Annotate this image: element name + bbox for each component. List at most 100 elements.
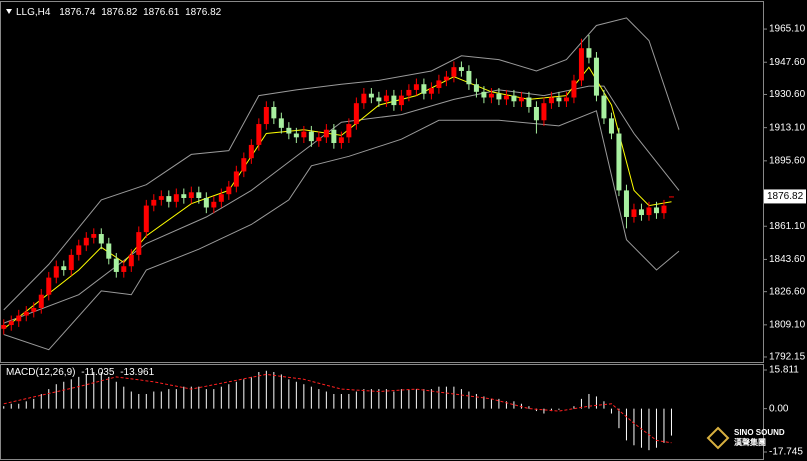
header-low: 1876.61 [143, 7, 180, 18]
candle-body [263, 106, 269, 125]
y-tick-label: 1947.60 [769, 57, 806, 68]
menu-triangle [6, 9, 12, 14]
last-price-label: 1876.82 [767, 191, 804, 202]
candle-body [466, 70, 472, 85]
candle-body [556, 97, 562, 102]
indicator-line [3, 110, 680, 351]
candle-body [586, 48, 592, 58]
symbol: LLG,H4 [16, 7, 51, 18]
candle-body [308, 131, 314, 142]
candle-body [53, 266, 59, 278]
candle-body [181, 194, 187, 198]
y-tick-label: 1965.10 [769, 24, 806, 35]
candle-body [143, 205, 149, 233]
candle-body [653, 207, 659, 214]
indicator-line [3, 373, 672, 444]
candle-body [113, 258, 119, 272]
candle-body [23, 311, 29, 316]
candle-body [98, 234, 104, 244]
candle-body [31, 307, 37, 312]
header-high: 1876.82 [101, 7, 138, 18]
candle-body [616, 133, 622, 191]
candle-body [376, 97, 382, 102]
candle-body [338, 137, 344, 144]
candle-body [383, 95, 389, 102]
candle-body [83, 237, 89, 246]
candle-body [533, 106, 539, 121]
candle-body [361, 93, 367, 104]
candle-body [608, 118, 614, 134]
y-tick-label: 1895.60 [769, 155, 806, 166]
y-tick-label: 1913.10 [769, 122, 806, 133]
candle-body [218, 194, 224, 202]
candle-body [578, 48, 584, 81]
candle-body [61, 266, 67, 271]
candle-body [166, 196, 172, 202]
y-tick-label: 1861.10 [769, 221, 806, 232]
main-frame [0, 1, 764, 363]
candle-body [301, 131, 307, 138]
candle-body [518, 97, 524, 102]
candle-body [548, 97, 554, 104]
candle-body [91, 234, 97, 238]
candle-body [233, 171, 239, 187]
candle-body [428, 88, 434, 94]
candle-body [631, 209, 637, 217]
candle-body [601, 95, 607, 119]
candle-body [278, 118, 284, 128]
candle-body [68, 254, 74, 271]
candle-body [158, 196, 164, 200]
y-tick-label: 1792.15 [769, 352, 806, 363]
candle-body [271, 106, 277, 119]
candle-body [623, 190, 629, 217]
candle-body [128, 254, 134, 267]
candle-body [421, 84, 427, 94]
candle-body [353, 103, 359, 125]
y-tick-label: 1930.60 [769, 89, 806, 100]
header-open: 1876.74 [59, 7, 96, 18]
macd-main: -11.035 [81, 367, 115, 378]
candle-body [511, 95, 517, 102]
candle-body [211, 201, 217, 208]
macd-signal: -13.961 [120, 367, 154, 378]
candle-body [196, 192, 202, 198]
candle-body [241, 158, 247, 172]
candle-body [503, 95, 509, 100]
candle-body [458, 67, 464, 71]
candle-body [541, 103, 547, 121]
symbol-header: LLG,H4 1876.74 1876.82 1876.61 1876.82 [16, 7, 222, 18]
candle-body [286, 127, 292, 134]
candle-body [413, 84, 419, 90]
candle-body [668, 196, 674, 198]
candle-body [256, 124, 262, 145]
candle-body [226, 186, 232, 195]
macd-frame [0, 364, 764, 460]
logo-name: SINO SOUND [734, 428, 785, 437]
y-tick-label: 15.811 [769, 365, 799, 376]
candle-body [1, 325, 7, 329]
candle-body [203, 197, 209, 208]
candle-body [293, 133, 299, 138]
candle-body [406, 89, 412, 96]
candle-body [316, 137, 322, 142]
candle-body [16, 315, 22, 322]
candle-body [481, 91, 487, 98]
candle-body [488, 93, 494, 98]
candle-body [173, 194, 179, 202]
candle-body [646, 207, 652, 216]
logo-subtitle: 漢聲集團 [734, 437, 766, 447]
candle-body [331, 129, 337, 144]
candle-body [8, 321, 14, 326]
last-price-box [764, 189, 806, 204]
candle-body [323, 129, 329, 138]
candle-body [436, 80, 442, 89]
candle-body [76, 245, 82, 255]
candle-body [46, 277, 52, 295]
candle-body [661, 205, 667, 214]
header-close: 1876.82 [185, 7, 222, 18]
logo-icon [706, 426, 730, 450]
candle-body [38, 294, 44, 308]
candle-body [496, 93, 502, 100]
